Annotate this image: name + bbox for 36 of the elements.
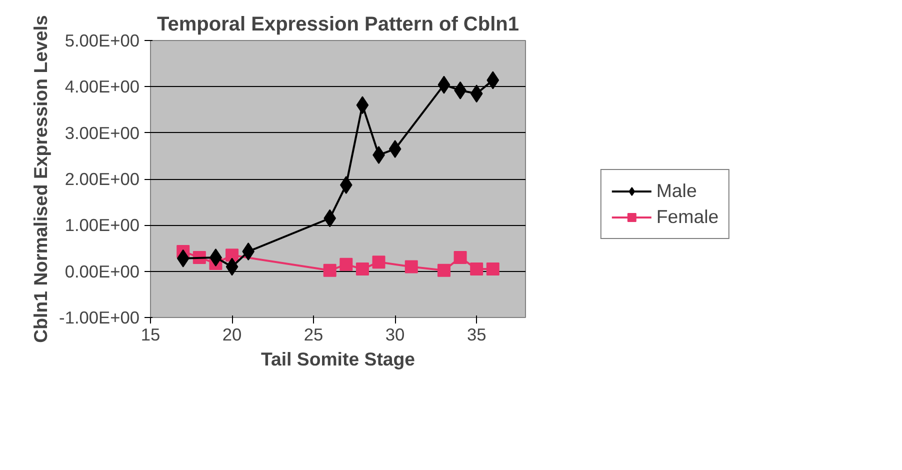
point [356,262,369,276]
point [486,71,500,90]
x-tick-label: 25 [304,324,324,344]
x-tick-label: 30 [385,324,405,344]
point [437,264,450,277]
y-tick-label: 2.00E+00 [64,169,140,189]
point [324,209,336,228]
y-tick-label: -1.00E+00 [59,308,140,328]
point [356,96,369,114]
point [340,176,352,194]
x-tick-label: 35 [466,324,486,344]
point [226,258,238,276]
y-tick-label: 3.00E+00 [64,122,140,143]
legend-label: Female [656,206,719,228]
point [388,140,402,158]
point [176,249,190,268]
x-axis-title: Tail Somite Stage [260,348,416,370]
point [226,248,239,262]
y-tick-label: 1.00E+00 [64,215,140,236]
point [323,264,336,277]
point [454,250,467,264]
x-tick-label: 15 [140,324,160,344]
y-tick-label: 4.00E+00 [64,76,140,97]
chart-title: Temporal Expression Pattern of Cbln1 [157,14,519,36]
y-tick-label: 5.00E+00 [64,30,140,50]
point [372,256,386,269]
point [438,76,450,94]
point [340,258,353,271]
y-tick-label: 0.00E+00 [64,261,140,282]
y-axis-title: Cbln1 Normalised Expression Levels [30,15,52,343]
point [486,262,500,276]
point [470,84,483,103]
point [404,260,418,274]
legend-label: Male [656,180,697,202]
x-tick-label: 20 [222,324,242,344]
point [470,262,484,276]
